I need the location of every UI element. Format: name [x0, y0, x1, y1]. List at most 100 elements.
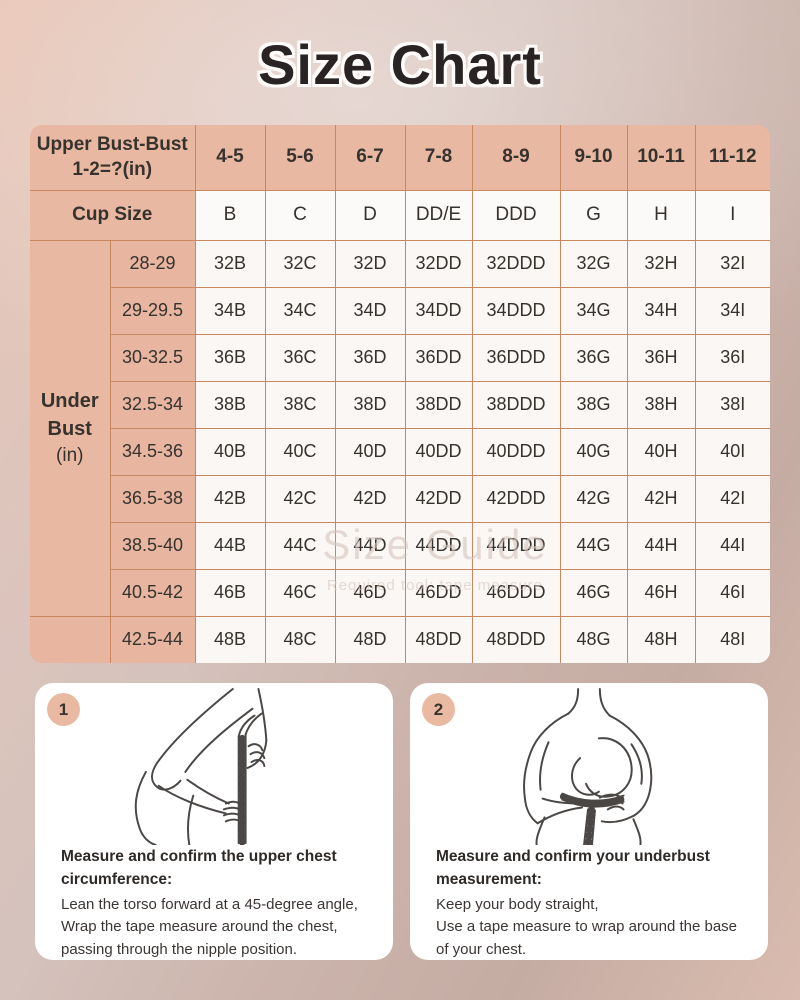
size-cell: 36DD	[404, 333, 473, 382]
size-cell: 48H	[626, 615, 696, 663]
size-cell: 46DD	[404, 568, 473, 617]
size-cell: 32C	[264, 239, 336, 288]
size-cell: 42H	[626, 474, 696, 523]
size-cell: 36DDD	[471, 333, 561, 382]
size-cell: 38DD	[404, 380, 473, 429]
size-cell: 36H	[626, 333, 696, 382]
size-cell: 38H	[626, 380, 696, 429]
size-cell: 40G	[559, 427, 628, 476]
size-cell: 48C	[264, 615, 336, 663]
size-cell: 36C	[264, 333, 336, 382]
size-cell: 32DDD	[471, 239, 561, 288]
size-cell: 36I	[694, 333, 770, 382]
size-cell: 42D	[334, 474, 406, 523]
size-cell: 34I	[694, 286, 770, 335]
page-title: Size Chart	[258, 33, 542, 96]
underbust-range-cell: 40.5-42	[109, 568, 196, 617]
instruction-body-2: Keep your body straight, Use a tape meas…	[436, 895, 738, 958]
size-cell: 38B	[194, 380, 266, 429]
underbust-range-cell: 28-29	[109, 239, 196, 288]
size-cell: 42G	[559, 474, 628, 523]
size-cell: 44C	[264, 521, 336, 570]
size-cell: 42C	[264, 474, 336, 523]
size-cell: 42B	[194, 474, 266, 523]
size-cell: 42I	[694, 474, 770, 523]
size-cell: 38D	[334, 380, 406, 429]
size-cell: 46D	[334, 568, 406, 617]
cup-size-cell: D	[334, 189, 406, 241]
size-cell: 38I	[694, 380, 770, 429]
size-chart-table: Upper Bust-Bust 1-2=?(in) 4-5 5-6 6-7 7-8 8-9…	[30, 125, 770, 663]
diff-header-cell: 9-10	[559, 125, 628, 191]
step-badge-1: 1	[47, 693, 80, 726]
size-cell: 38DDD	[471, 380, 561, 429]
underbust-range-cell: 30-32.5	[109, 333, 196, 382]
size-cell: 48I	[694, 615, 770, 663]
size-cell: 44G	[559, 521, 628, 570]
cup-size-cell: B	[194, 189, 266, 241]
table-corner-header: Upper Bust-Bust 1-2=?(in)	[30, 125, 196, 191]
diff-header-cell: 7-8	[404, 125, 473, 191]
size-cell: 32DD	[404, 239, 473, 288]
size-cell: 36B	[194, 333, 266, 382]
instruction-card-1: 1 Meas	[35, 683, 393, 960]
size-cell: 46H	[626, 568, 696, 617]
size-cell: 36D	[334, 333, 406, 382]
size-cell: 44I	[694, 521, 770, 570]
size-cell: 32H	[626, 239, 696, 288]
torso-leaning-tape-illustration	[134, 687, 268, 845]
diff-header-cell: 11-12	[694, 125, 770, 191]
instruction-heading-2: Measure and confirm your underbust measu…	[436, 848, 710, 889]
size-cell: 34G	[559, 286, 628, 335]
size-cell: 36G	[559, 333, 628, 382]
size-cell: 32D	[334, 239, 406, 288]
instruction-body-1: Lean the torso forward at a 45-degree an…	[61, 895, 358, 958]
size-cell: 48DDD	[471, 615, 561, 663]
size-cell: 32B	[194, 239, 266, 288]
size-cell: 40DDD	[471, 427, 561, 476]
size-cell: 48D	[334, 615, 406, 663]
size-cell: 44B	[194, 521, 266, 570]
cup-size-cell: DD/E	[404, 189, 473, 241]
step-number-1: 1	[58, 699, 69, 719]
size-cell: 44D	[334, 521, 406, 570]
size-cell: 46B	[194, 568, 266, 617]
size-cell: 40I	[694, 427, 770, 476]
diff-header-cell: 8-9	[471, 125, 561, 191]
size-cell: 48B	[194, 615, 266, 663]
size-cell: 38G	[559, 380, 628, 429]
size-table: Upper Bust-Bust 1-2=?(in) 4-5 5-6 6-7 7-8 8-9…	[30, 125, 770, 663]
instruction-card-2: 2	[410, 683, 768, 960]
cup-size-label: Cup Size	[30, 189, 196, 241]
underbust-unit: (in)	[56, 444, 84, 466]
size-cell: 34B	[194, 286, 266, 335]
size-cell: 34D	[334, 286, 406, 335]
size-cell: 46G	[559, 568, 628, 617]
size-cell: 44DD	[404, 521, 473, 570]
size-cell: 32I	[694, 239, 770, 288]
size-cell: 34DD	[404, 286, 473, 335]
diff-header-cell: 6-7	[334, 125, 406, 191]
size-cell: 48DD	[404, 615, 473, 663]
instruction-heading-1: Measure and confirm the upper chest circ…	[61, 848, 337, 889]
underbust-range-cell: 36.5-38	[109, 474, 196, 523]
diff-header-cell: 4-5	[194, 125, 266, 191]
underbust-range-cell: 42.5-44	[109, 615, 196, 663]
blank-corner-cell	[30, 615, 111, 663]
underbust-range-cell: 38.5-40	[109, 521, 196, 570]
step-number-2: 2	[433, 699, 444, 719]
size-cell: 34C	[264, 286, 336, 335]
step-badge-2: 2	[422, 693, 455, 726]
size-cell: 32G	[559, 239, 628, 288]
cup-size-cell: G	[559, 189, 628, 241]
upper-chest-measurement-illustration	[35, 687, 393, 845]
underbust-measurement-illustration	[410, 687, 768, 845]
underbust-range-cell: 32.5-34	[109, 380, 196, 429]
size-cell: 40H	[626, 427, 696, 476]
size-cell: 46I	[694, 568, 770, 617]
size-cell: 48G	[559, 615, 628, 663]
diff-header-cell: 5-6	[264, 125, 336, 191]
size-cell: 40C	[264, 427, 336, 476]
size-cell: 44DDD	[471, 521, 561, 570]
size-cell: 34DDD	[471, 286, 561, 335]
